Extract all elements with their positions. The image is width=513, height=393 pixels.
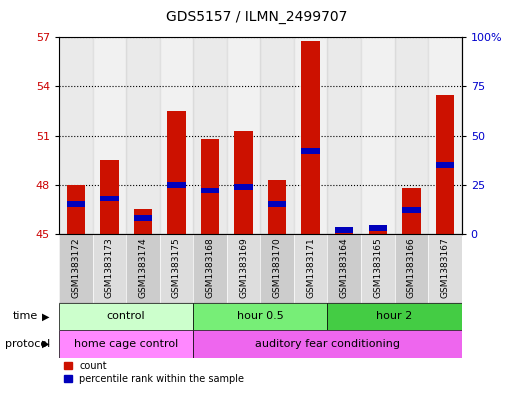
Bar bbox=[268, 202, 286, 207]
Bar bbox=[167, 182, 186, 187]
Bar bbox=[201, 188, 219, 193]
Bar bbox=[100, 160, 119, 234]
Bar bbox=[394, 234, 428, 303]
Text: GSM1383172: GSM1383172 bbox=[71, 237, 80, 298]
Bar bbox=[368, 226, 387, 234]
Text: hour 2: hour 2 bbox=[377, 311, 412, 321]
Bar bbox=[302, 40, 320, 234]
Text: GSM1383165: GSM1383165 bbox=[373, 237, 382, 298]
Text: GSM1383175: GSM1383175 bbox=[172, 237, 181, 298]
Bar bbox=[160, 234, 193, 303]
Bar bbox=[134, 209, 152, 234]
Text: GSM1383171: GSM1383171 bbox=[306, 237, 315, 298]
Bar bbox=[361, 234, 394, 303]
Bar bbox=[59, 37, 92, 234]
Bar bbox=[402, 188, 421, 234]
Bar bbox=[260, 234, 294, 303]
Bar bbox=[335, 229, 353, 234]
Bar bbox=[327, 37, 361, 234]
Bar bbox=[294, 234, 327, 303]
Bar bbox=[92, 37, 126, 234]
Bar bbox=[436, 95, 454, 234]
Bar bbox=[193, 37, 227, 234]
Text: home cage control: home cage control bbox=[74, 339, 178, 349]
Text: GDS5157 / ILMN_2499707: GDS5157 / ILMN_2499707 bbox=[166, 10, 347, 24]
Legend: count, percentile rank within the sample: count, percentile rank within the sample bbox=[64, 361, 244, 384]
Bar bbox=[361, 37, 394, 234]
Bar bbox=[335, 227, 353, 233]
Text: GSM1383168: GSM1383168 bbox=[206, 237, 214, 298]
Text: GSM1383164: GSM1383164 bbox=[340, 237, 349, 298]
Bar bbox=[327, 234, 361, 303]
Text: control: control bbox=[107, 311, 145, 321]
Bar bbox=[92, 234, 126, 303]
Bar bbox=[227, 37, 260, 234]
Bar bbox=[394, 37, 428, 234]
Bar bbox=[201, 139, 219, 234]
Bar bbox=[67, 185, 85, 234]
Text: GSM1383167: GSM1383167 bbox=[441, 237, 449, 298]
FancyBboxPatch shape bbox=[193, 303, 327, 330]
Text: ▶: ▶ bbox=[43, 339, 50, 349]
Text: time: time bbox=[13, 311, 38, 321]
Bar bbox=[428, 37, 462, 234]
Text: GSM1383170: GSM1383170 bbox=[272, 237, 282, 298]
Bar bbox=[234, 131, 253, 234]
Text: GSM1383173: GSM1383173 bbox=[105, 237, 114, 298]
Bar bbox=[59, 234, 92, 303]
Bar bbox=[294, 37, 327, 234]
Bar bbox=[134, 215, 152, 221]
Bar bbox=[126, 37, 160, 234]
Bar bbox=[160, 37, 193, 234]
Text: GSM1383169: GSM1383169 bbox=[239, 237, 248, 298]
Text: protocol: protocol bbox=[5, 339, 50, 349]
FancyBboxPatch shape bbox=[327, 303, 462, 330]
Bar bbox=[126, 234, 160, 303]
FancyBboxPatch shape bbox=[59, 303, 193, 330]
FancyBboxPatch shape bbox=[193, 330, 462, 358]
Bar bbox=[268, 180, 286, 234]
FancyBboxPatch shape bbox=[59, 330, 193, 358]
Text: GSM1383166: GSM1383166 bbox=[407, 237, 416, 298]
Text: auditory fear conditioning: auditory fear conditioning bbox=[255, 339, 400, 349]
Bar bbox=[260, 37, 294, 234]
Bar bbox=[193, 234, 227, 303]
Bar bbox=[227, 234, 260, 303]
Bar bbox=[402, 208, 421, 213]
Text: ▶: ▶ bbox=[43, 311, 50, 321]
Bar bbox=[100, 196, 119, 201]
Bar bbox=[428, 234, 462, 303]
Bar bbox=[436, 162, 454, 168]
Bar bbox=[234, 184, 253, 189]
Bar bbox=[167, 111, 186, 234]
Text: GSM1383174: GSM1383174 bbox=[139, 237, 147, 298]
Text: hour 0.5: hour 0.5 bbox=[237, 311, 284, 321]
Bar bbox=[368, 225, 387, 231]
Bar bbox=[67, 202, 85, 207]
Bar bbox=[302, 149, 320, 154]
